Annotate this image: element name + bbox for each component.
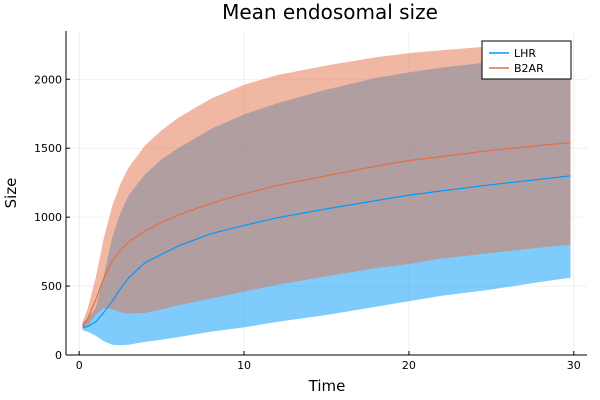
x-tick-label: 20 [402, 359, 416, 372]
axes: 0 10 20 30 0 500 1000 1500 2000 [34, 31, 587, 372]
x-tick-label: 10 [237, 359, 251, 372]
y-tick-label: 1000 [34, 211, 62, 224]
chart-title: Mean endosomal size [222, 0, 438, 24]
legend-label-lhr: LHR [514, 47, 536, 60]
x-tick-label: 30 [567, 359, 581, 372]
x-tick-label: 0 [76, 359, 83, 372]
band-b2ar [82, 40, 571, 329]
x-axis-title: Time [308, 377, 346, 395]
y-axis-title: Size [2, 178, 20, 209]
line-lhr [82, 175, 571, 328]
y-tick-label: 500 [41, 280, 62, 293]
legend-label-b2ar: B2AR [514, 62, 544, 75]
line-b2ar [82, 142, 571, 327]
y-tick-label: 0 [55, 349, 62, 362]
series-lines [82, 142, 571, 328]
y-tick-label: 1500 [34, 142, 62, 155]
legend: LHR B2AR [481, 40, 572, 80]
y-tick-label: 2000 [34, 73, 62, 86]
confidence-bands [82, 40, 571, 346]
legend-box [481, 40, 572, 80]
